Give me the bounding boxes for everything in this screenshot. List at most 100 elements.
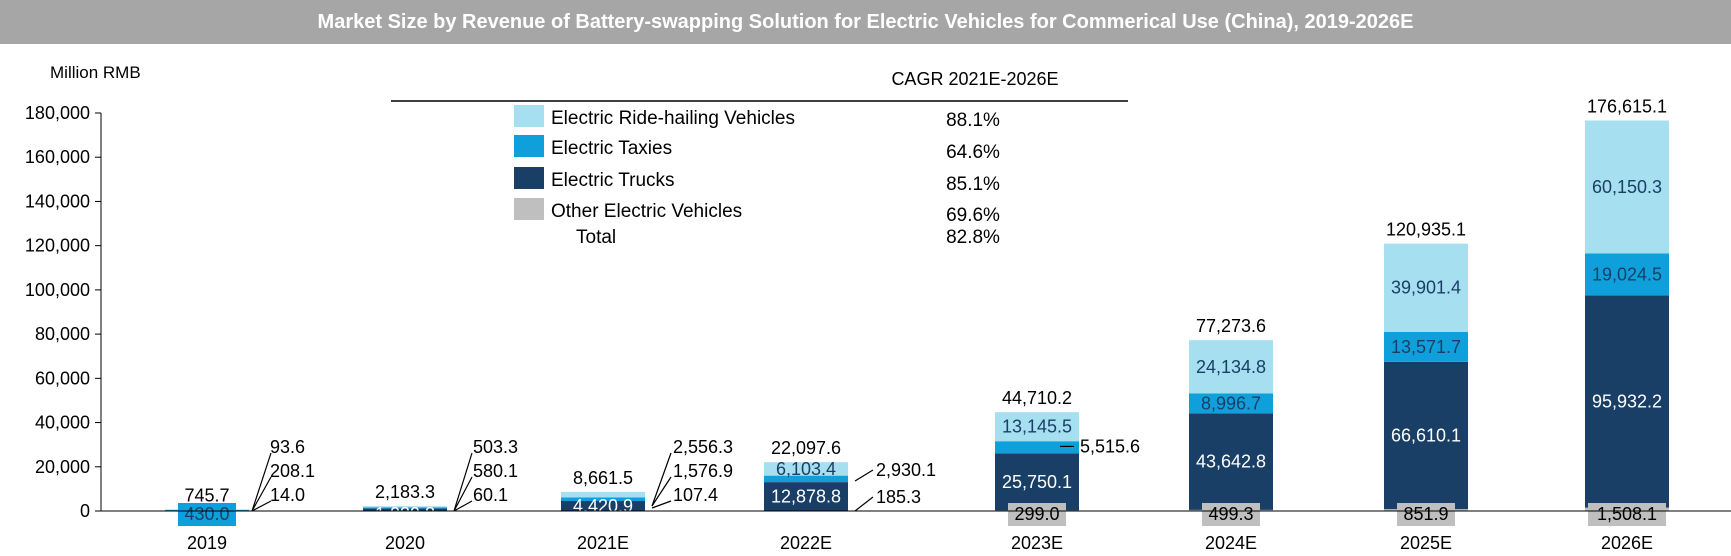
leader-line <box>453 476 473 512</box>
data-label: 1,576.9 <box>673 461 733 481</box>
data-label: 176,615.1 <box>1587 96 1667 116</box>
legend-swatch <box>514 198 544 220</box>
legend-cagr: 85.1% <box>946 174 1000 195</box>
leader-line <box>251 500 272 512</box>
x-tick-label: 2025E <box>1400 533 1452 553</box>
legend-cagr: 64.6% <box>946 142 1000 163</box>
legend-label: Electric Ride-hailing Vehicles <box>551 108 795 129</box>
legend-header: CAGR 2021E-2026E <box>891 69 1058 89</box>
data-label: 93.6 <box>270 437 305 457</box>
data-label: 851.9 <box>1403 504 1448 524</box>
data-label: 107.4 <box>673 485 718 505</box>
leader-line <box>651 500 672 509</box>
y-tick-label: 160,000 <box>25 147 90 167</box>
data-label-bg <box>1397 503 1455 526</box>
leader-line <box>854 469 874 482</box>
data-label: 299.0 <box>1014 504 1059 524</box>
y-axis-label: Million RMB <box>50 63 141 82</box>
bars <box>165 120 1669 512</box>
bar-segment <box>1189 413 1273 510</box>
data-label: 14.0 <box>270 485 305 505</box>
data-label: 66,610.1 <box>1391 425 1461 445</box>
data-label: 185.3 <box>876 487 921 507</box>
data-label: 1,508.1 <box>1597 504 1657 524</box>
chart-title: Market Size by Revenue of Battery-swappi… <box>0 0 1731 44</box>
leader-line <box>453 452 473 512</box>
legend-label: Other Electric Vehicles <box>551 201 742 222</box>
leader-line <box>651 476 672 507</box>
legend: CAGR 2021E-2026E Electric Ride-hailing Ve… <box>391 69 1128 248</box>
data-label: 25,750.1 <box>1002 472 1072 492</box>
bar-segment <box>1384 243 1468 332</box>
bar-segment <box>764 462 848 476</box>
leader-line <box>453 500 473 512</box>
data-label: 60.1 <box>473 485 508 505</box>
data-label: 24,134.8 <box>1196 357 1266 377</box>
data-label: 19,024.5 <box>1592 265 1662 285</box>
leader-line <box>251 476 272 512</box>
bar-segment <box>1189 393 1273 414</box>
bar-segment <box>995 441 1079 454</box>
bar-segment <box>995 412 1079 442</box>
bar-segment <box>363 506 447 508</box>
x-tick-label: 2024E <box>1205 533 1257 553</box>
x-axis: 2019 2020 2021E 2022E 2023E 2024E 2025E 2026E <box>101 510 1731 553</box>
data-label: 13,145.5 <box>1002 417 1072 437</box>
bar-segment <box>764 482 848 511</box>
y-tick-label: 40,000 <box>35 413 90 433</box>
legend-swatch <box>514 167 544 189</box>
y-tick-label: 120,000 <box>25 236 90 256</box>
y-tick-label: 180,000 <box>25 103 90 123</box>
bar-segment <box>561 491 645 498</box>
data-label: 208.1 <box>270 461 315 481</box>
data-label: 745.7 <box>184 485 229 505</box>
leader-line <box>651 452 672 507</box>
data-label: 22,097.6 <box>771 438 841 458</box>
bar-segment <box>561 497 645 501</box>
bar-segment <box>764 475 848 483</box>
data-label: 1,039.8 <box>375 504 435 524</box>
data-label-bg <box>1588 503 1666 526</box>
y-axis: 0 20,000 40,000 60,000 80,000 100,000 120,000 1… <box>25 103 102 521</box>
legend-cagr: 88.1% <box>946 110 1000 131</box>
bar-segment <box>561 500 645 511</box>
data-label: 13,571.7 <box>1391 337 1461 357</box>
data-label: 580.1 <box>473 461 518 481</box>
data-label: 2,183.3 <box>375 482 435 502</box>
data-label: 12,878.8 <box>771 486 841 506</box>
x-tick-label: 2026E <box>1601 533 1653 553</box>
bar-segment <box>363 508 447 511</box>
legend-total-cagr: 82.8% <box>946 227 1000 248</box>
x-tick-label: 2019 <box>187 533 227 553</box>
data-label: 4,420.9 <box>573 496 633 516</box>
data-label: 503.3 <box>473 437 518 457</box>
data-label: 95,932.2 <box>1592 392 1662 412</box>
x-tick-label: 2021E <box>577 533 629 553</box>
legend-swatch <box>514 105 544 127</box>
y-tick-label: 60,000 <box>35 368 90 388</box>
y-tick-label: 80,000 <box>35 324 90 344</box>
data-label: 39,901.4 <box>1391 278 1461 298</box>
data-label: 2,556.3 <box>673 437 733 457</box>
bar-segment <box>1585 120 1669 254</box>
data-label: 2,930.1 <box>876 460 936 480</box>
data-label: 60,150.3 <box>1592 177 1662 197</box>
data-label: 8,996.7 <box>1201 393 1261 413</box>
data-label: 8,661.5 <box>573 468 633 488</box>
data-label: 43,642.8 <box>1196 452 1266 472</box>
legend-label: Electric Trucks <box>551 170 675 191</box>
bar-segment <box>1384 361 1468 510</box>
data-label: 6,103.4 <box>776 459 836 479</box>
x-tick-label: 2023E <box>1011 533 1063 553</box>
leader-line <box>251 452 272 512</box>
data-label: 120,935.1 <box>1386 220 1466 240</box>
bar-segment <box>363 507 447 509</box>
bar-segment <box>1189 340 1273 394</box>
leader-line <box>854 496 874 512</box>
data-label-bg <box>178 503 236 526</box>
legend-total-label: Total <box>576 227 616 248</box>
x-tick-label: 2020 <box>385 533 425 553</box>
y-tick-label: 0 <box>80 501 90 521</box>
y-tick-label: 100,000 <box>25 280 90 300</box>
data-label: 5,515.6 <box>1080 436 1140 456</box>
